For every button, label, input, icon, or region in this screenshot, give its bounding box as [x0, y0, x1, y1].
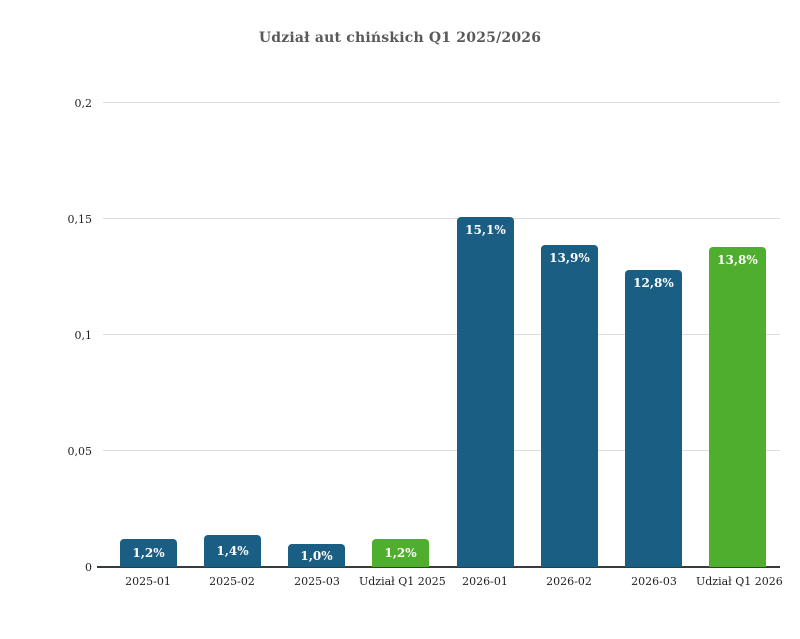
x-tick-label-2025-02: 2025-02: [209, 575, 255, 588]
y-tick-label-0,2: 0,2: [74, 97, 93, 110]
gridline-0,2: [103, 102, 780, 103]
bar-value-label-2025-01: 1,2%: [132, 546, 165, 560]
bar-2025-03: 1,0%: [288, 544, 345, 567]
chart-title: Udział aut chińskich Q1 2025/2026: [258, 30, 542, 46]
plot-area: 0 0,05 0,1 0,15 0,2 1,2% 2025-01 1,4% 2025-02 1,0…: [68, 97, 783, 588]
x-tick-label-2025-03: 2025-03: [294, 575, 340, 588]
x-tick-label-2026-03: 2026-03: [631, 575, 677, 588]
bar-2025-01: 1,2%: [120, 539, 177, 567]
x-tick-label-2025-01: 2025-01: [125, 575, 171, 588]
y-tick-label-0,05: 0,05: [67, 445, 93, 458]
x-axis-line: [97, 566, 780, 568]
bar-value-label-2025-02: 1,4%: [216, 544, 249, 558]
gridline-0,1: [103, 334, 780, 335]
bar-2025-02: 1,4%: [204, 535, 261, 567]
bar-2026-02: 13,9%: [541, 245, 598, 567]
y-tick-label-0: 0: [85, 561, 92, 574]
x-tick-label-udzial-q1-2025: Udział Q1 2025: [359, 575, 446, 588]
gridline-0,05: [103, 450, 780, 451]
bar-value-label-2026-02: 13,9%: [549, 251, 590, 265]
x-tick-label-2026-01: 2026-01: [462, 575, 508, 588]
gridline-0,15: [103, 218, 780, 219]
bar-2026-03: 12,8%: [625, 270, 682, 567]
bar-udzial-q1-2026: 13,8%: [709, 247, 766, 567]
x-tick-label-2026-02: 2026-02: [546, 575, 592, 588]
bar-2026-01: 15,1%: [457, 217, 514, 567]
y-tick-label-0,15: 0,15: [67, 213, 93, 226]
bar-udzial-q1-2025: 1,2%: [372, 539, 429, 567]
bar-value-label-udzial-q1-2025: 1,2%: [384, 546, 417, 560]
x-tick-label-udzial-q1-2026: Udział Q1 2026: [696, 575, 783, 588]
bar-value-label-2026-03: 12,8%: [633, 276, 674, 290]
bar-value-label-2026-01: 15,1%: [465, 223, 506, 237]
bar-value-label-udzial-q1-2026: 13,8%: [717, 253, 758, 267]
y-tick-label-0,1: 0,1: [74, 329, 93, 342]
bar-value-label-2025-03: 1,0%: [300, 548, 333, 563]
